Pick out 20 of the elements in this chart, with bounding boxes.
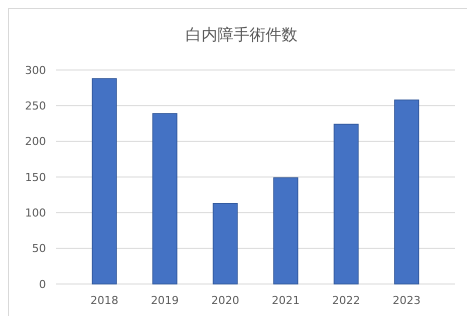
y-tick-label: 250 — [25, 100, 46, 113]
y-tick-label: 200 — [25, 135, 46, 148]
bar — [212, 202, 238, 284]
y-tick-label: 150 — [25, 170, 46, 184]
bar — [152, 113, 178, 284]
x-tick-label: 2019 — [150, 294, 179, 307]
x-tick-label: 2023 — [392, 294, 421, 307]
x-tick-label: 2018 — [90, 294, 118, 307]
bar — [394, 100, 420, 284]
x-tick-label: 2020 — [211, 294, 240, 307]
bar — [334, 124, 359, 284]
bar — [273, 177, 298, 284]
y-tick-label: 50 — [32, 242, 46, 256]
bar — [92, 78, 117, 284]
y-tick-label: 300 — [25, 64, 46, 77]
x-tick-label: 2022 — [332, 294, 360, 307]
y-tick-label: 0 — [39, 278, 46, 291]
y-tick-label: 100 — [25, 206, 46, 220]
chart-title: 白内障手術件数 — [186, 25, 298, 44]
x-tick-label: 2021 — [272, 294, 300, 307]
